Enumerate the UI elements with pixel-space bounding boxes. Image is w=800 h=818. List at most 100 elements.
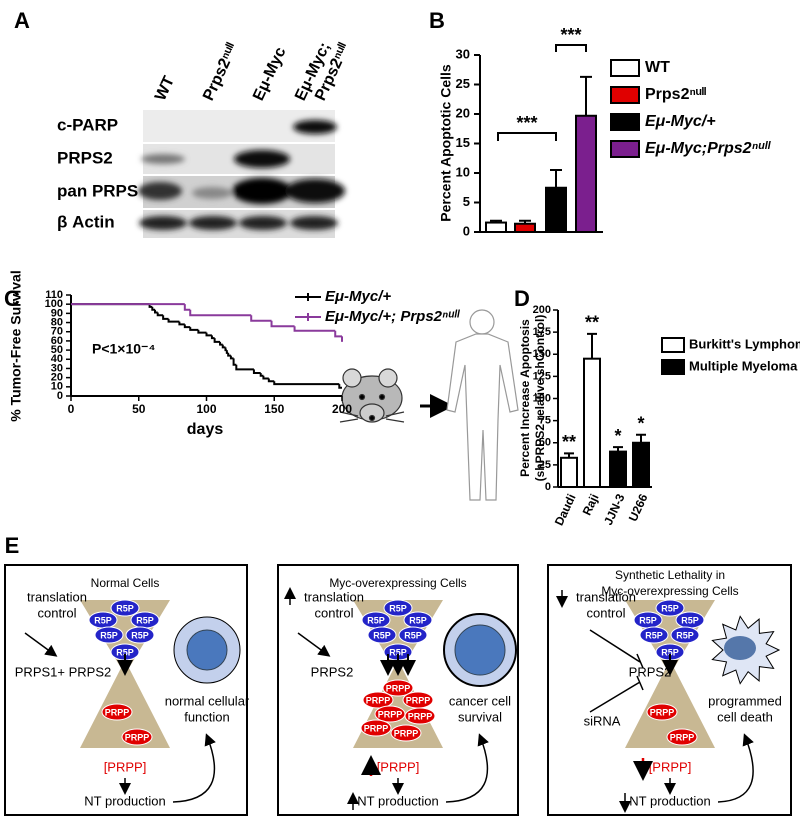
y-tick-label: 150 [533,348,551,360]
legend-swatch [610,140,640,158]
legend-label: Prps2ⁿᵘˡˡ [645,86,706,103]
r5p-molecule [94,626,124,644]
panel-label: A [14,8,30,33]
r5p-label: R5P [409,615,427,625]
r5p-label: R5P [94,615,112,625]
survival-step [221,344,226,349]
error-bar [564,452,574,458]
feedback-arrow [172,733,216,803]
y-tick-label: 50 [539,437,551,449]
r5p-label: R5P [100,630,118,640]
prpp-label: PRPP [406,695,431,705]
y-tick-label: 75 [539,415,551,427]
y-tick-label: 30 [51,362,63,374]
y-tick-label: 25 [539,459,551,471]
prpp-label: PRPP [105,707,130,717]
x-tick-label: U266 [626,491,651,523]
y-axis-label: Percent Apoptotic Cells [438,64,454,222]
legend-swatch [610,86,640,104]
nucleus [186,629,228,671]
r5p-label: R5P [661,647,679,657]
outcome-label: programmed [708,693,782,708]
survival-step [267,378,275,383]
nucleus [454,624,506,676]
r5p-label: R5P [373,630,391,640]
survival-step [183,324,191,329]
error-bar [636,433,646,443]
y-tick-label: 0 [57,390,63,402]
y-tick-label: 125 [533,370,551,382]
y-tick-label: 0 [545,481,551,493]
box-title: Normal Cells [91,576,160,590]
r5p-molecule [367,626,397,644]
significance: ** [585,313,599,333]
control-label: translation [27,589,87,604]
r5p-molecule [125,626,155,644]
y-axis-label: Percent Increase Apoptosis [518,319,532,477]
nt-production: NT production [357,793,438,808]
error-bar [613,446,623,452]
survival-step [225,350,229,354]
y-tick-label: 80 [51,316,63,328]
nucleus [724,636,756,660]
survival-step [250,315,272,322]
bar [632,441,650,488]
legend-label: Eμ-Myc/+ [645,113,716,130]
r5p-molecule [655,599,685,617]
enzyme-label: PRPS2 [629,664,672,679]
y-tick-label: 20 [51,372,63,384]
survival-step [338,384,342,389]
significance: *** [516,113,537,133]
bar [485,221,507,233]
y-tick-label: 25 [456,76,470,91]
control-label: translation [304,589,364,604]
box-title: Synthetic Lethality in [615,568,725,582]
control-label: translation [576,589,636,604]
prpp-label: PRPP [650,707,675,717]
y-axis-label: % Tumor-Free Survival [8,270,24,421]
row-label: β Actin [57,212,115,231]
control-label: control [586,605,625,620]
survival-step [273,381,340,386]
survival-step [189,309,252,317]
significance: * [637,414,644,434]
y-tick-label: 5 [463,194,470,209]
r5p-label: R5P [404,630,422,640]
r5p-label: R5P [661,603,679,613]
prpp-level: [PRPP] [377,759,420,774]
survival-step [334,330,342,338]
bar [560,456,578,489]
survival-step [162,315,169,320]
r5p-label: R5P [389,603,407,613]
survival-step [156,312,164,317]
bar [609,450,627,489]
y-tick-label: 175 [533,326,551,338]
y-tick-label: 20 [456,105,470,120]
survival-step [183,304,191,311]
survival-step [178,321,185,326]
legend-swatch [610,59,640,77]
y-tick-label: 110 [45,289,63,301]
x-tick-label: 50 [132,402,146,416]
legend-label: Multiple Myeloma [689,358,798,373]
legend-label: Eμ-Myc;Prps2ⁿᵘˡˡ [645,140,771,157]
bar [583,357,601,488]
error-bar [587,332,597,359]
row-label: c-PARP [57,115,118,134]
control-label: control [314,605,353,620]
survival-step [262,375,269,380]
lane-label: Prps2ⁿᵘˡˡ [200,41,241,104]
outcome-label: function [184,709,230,724]
prpp-molecule [404,707,436,725]
error-bar [550,169,562,188]
x-tick-label: 100 [196,402,216,416]
inhibition [589,675,644,713]
box-title: Myc-overexpressing Cells [329,576,466,590]
outcome-label: normal cellular [165,693,250,708]
human-icon [446,309,519,501]
inhibition [589,629,644,669]
survival-step [293,326,336,332]
survival-step [219,341,223,346]
prpp-label: PRPP [364,723,389,733]
row-label: PRPS2 [57,148,113,167]
